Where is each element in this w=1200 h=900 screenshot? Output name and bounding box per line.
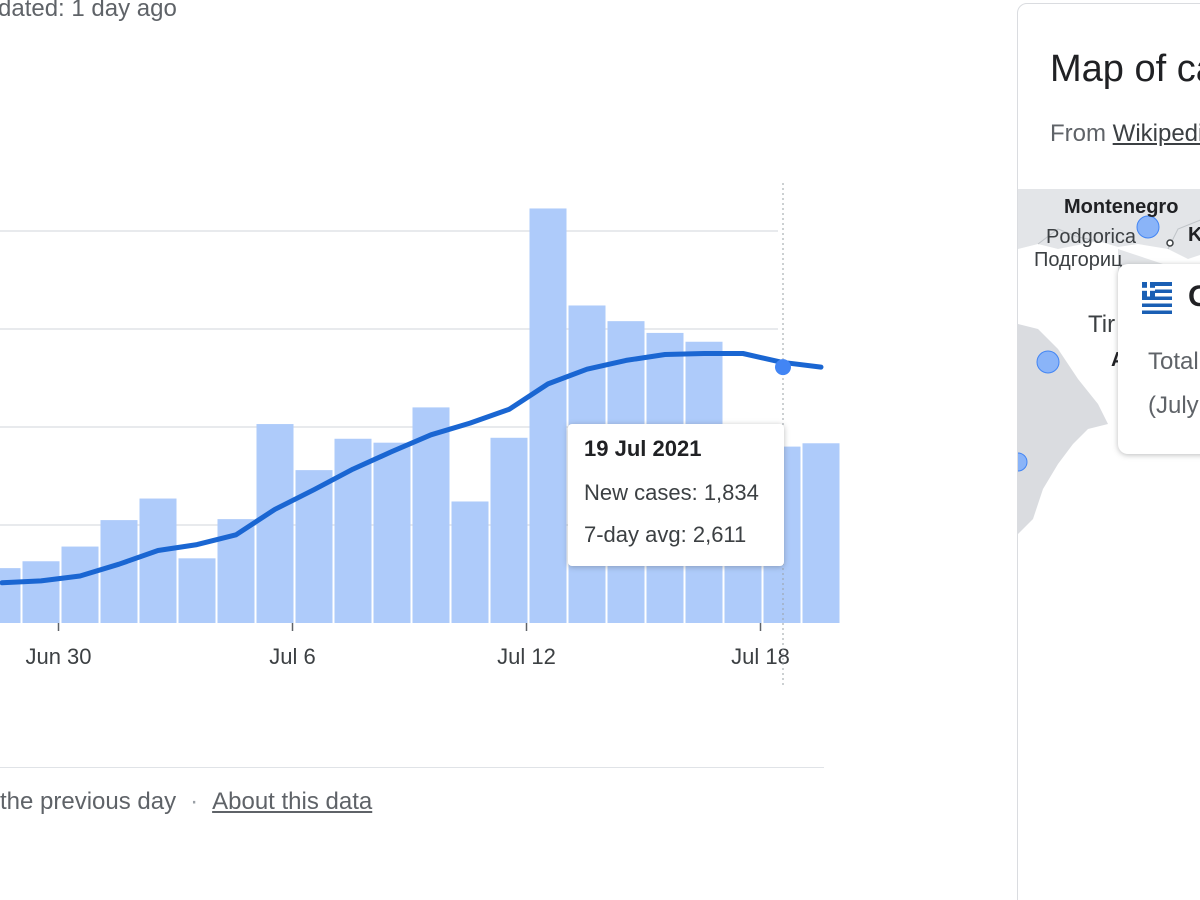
compare-text: the previous day: [0, 788, 177, 815]
bar-jul-9[interactable]: [412, 407, 450, 623]
chart-footer: the previous day · About this data: [0, 788, 372, 816]
map-land-italy: [1018, 324, 1108, 534]
tooltip-new-cases: New cases: 1,834: [584, 480, 759, 505]
section-divider: [0, 767, 824, 768]
bar-jul-6[interactable]: [295, 470, 333, 623]
bar-jul-19[interactable]: [802, 443, 840, 623]
country-name: G: [1188, 280, 1200, 314]
bar-jul-10[interactable]: [451, 501, 489, 623]
x-tick-label-jun-30: Jun 30: [25, 644, 91, 669]
cases-chart[interactable]: Jun 30 Jul 6 Jul 12 Jul 18: [0, 0, 1010, 700]
map-label-tirana: Tir: [1088, 311, 1116, 338]
map-title: Map of ca: [1050, 48, 1200, 90]
bar-jul-11[interactable]: [490, 437, 528, 623]
bar-jun-29[interactable]: [22, 561, 60, 623]
last-updated-text: dated: 1 day ago: [0, 0, 177, 22]
wikipedia-link[interactable]: Wikipedia: [1112, 120, 1200, 147]
map-label-kosovo: Ko: [1188, 224, 1200, 247]
bar-jul-2[interactable]: [139, 498, 177, 623]
hover-point[interactable]: [775, 359, 791, 376]
map-marker-italy: [1036, 350, 1060, 374]
chart-tooltip: 19 Jul 2021 New cases: 1,834 7-day avg: …: [568, 424, 784, 566]
bar-jun-28[interactable]: [0, 568, 21, 623]
country-date-label: (July: [1148, 392, 1199, 419]
map-label-montenegro: Montenegro: [1064, 196, 1179, 218]
map-source-prefix: From: [1050, 120, 1113, 147]
cases-bars: [0, 208, 840, 623]
map-label-podgorica-cyrillic: Подгориц: [1034, 249, 1123, 271]
capital-dot-podgorica: [1166, 239, 1174, 247]
seven-day-avg-line: [0, 351, 824, 586]
x-tick-label-jul-6: Jul 6: [269, 644, 315, 669]
bar-jul-5[interactable]: [256, 424, 294, 623]
map-marker-south: [1018, 452, 1028, 472]
tooltip-seven-day-avg: 7-day avg: 2,611: [584, 522, 747, 547]
greece-flag-icon: [1142, 282, 1172, 314]
x-tick-label-jul-18: Jul 18: [731, 644, 790, 669]
bar-jul-1[interactable]: [100, 520, 138, 623]
map-source: From Wikipedia: [1050, 120, 1200, 148]
cases-map[interactable]: Montenegro Podgorica Подгориц Ko Tir A G: [1018, 189, 1200, 549]
x-tick-label-jul-12: Jul 12: [497, 644, 556, 669]
map-marker-montenegro: [1136, 215, 1160, 239]
country-info-card[interactable]: G Total (July: [1118, 264, 1200, 454]
bar-jul-12[interactable]: [529, 208, 567, 623]
footer-separator: ·: [190, 788, 199, 815]
bar-jun-30[interactable]: [61, 546, 99, 623]
map-land-north: [1018, 189, 1200, 259]
map-label-podgorica: Podgorica: [1046, 226, 1137, 248]
map-card: Map of ca From Wikipedia Montenegro Podg…: [1017, 3, 1200, 900]
bar-jul-3[interactable]: [178, 558, 216, 623]
tooltip-date: 19 Jul 2021: [584, 436, 702, 461]
country-total-label: Total: [1148, 348, 1199, 375]
x-axis-ticks: Jun 30 Jul 6 Jul 12 Jul 18: [25, 623, 790, 669]
bar-jul-8[interactable]: [373, 442, 411, 623]
about-this-data-link[interactable]: About this data: [212, 788, 373, 815]
avg-line-layer: [0, 351, 824, 586]
